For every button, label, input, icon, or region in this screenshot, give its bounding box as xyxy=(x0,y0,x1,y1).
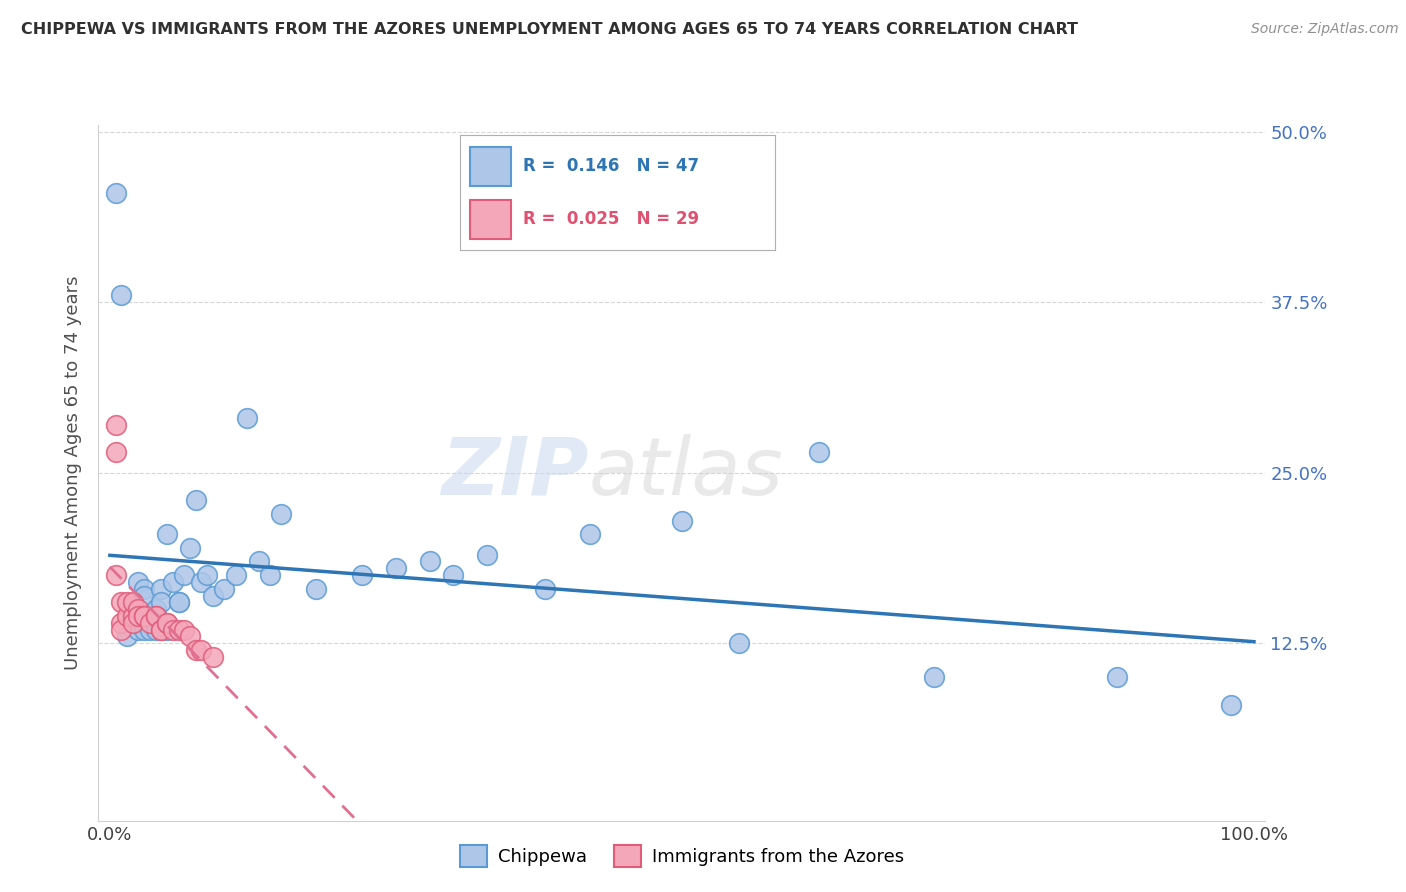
Point xyxy=(167,595,190,609)
Point xyxy=(728,636,751,650)
Point xyxy=(184,493,207,508)
Legend: Chippewa, Immigrants from the Azores: Chippewa, Immigrants from the Azores xyxy=(453,838,911,874)
Point xyxy=(134,623,156,637)
Point xyxy=(201,649,224,664)
Point xyxy=(195,568,218,582)
Point xyxy=(134,589,156,603)
Point xyxy=(150,582,173,596)
Point xyxy=(671,514,693,528)
Point xyxy=(150,623,173,637)
Point xyxy=(127,574,149,589)
Point xyxy=(115,595,138,609)
Point xyxy=(162,623,184,637)
Point xyxy=(139,609,162,624)
Point xyxy=(127,602,149,616)
Point xyxy=(134,609,156,624)
Point xyxy=(385,561,408,575)
Point xyxy=(270,507,292,521)
Point xyxy=(305,582,328,596)
Point xyxy=(162,574,184,589)
Point xyxy=(110,595,132,609)
Point xyxy=(150,623,173,637)
Point xyxy=(104,568,127,582)
Point xyxy=(134,609,156,624)
Point xyxy=(145,602,167,616)
Point xyxy=(121,609,143,624)
Point xyxy=(156,527,179,541)
Point xyxy=(441,568,464,582)
Point xyxy=(156,615,179,630)
Y-axis label: Unemployment Among Ages 65 to 74 years: Unemployment Among Ages 65 to 74 years xyxy=(65,276,83,670)
Point xyxy=(350,568,373,582)
Point xyxy=(808,445,831,459)
Point xyxy=(127,623,149,637)
Point xyxy=(121,615,143,630)
Point xyxy=(1105,670,1128,684)
Point xyxy=(139,615,162,630)
Point xyxy=(145,609,167,624)
Point xyxy=(214,582,236,596)
Point xyxy=(156,615,179,630)
Point xyxy=(533,582,555,596)
Point xyxy=(173,623,195,637)
Point xyxy=(121,609,143,624)
Point xyxy=(190,574,212,589)
Point xyxy=(225,568,247,582)
Point xyxy=(145,623,167,637)
Point xyxy=(127,609,149,624)
Point xyxy=(104,417,127,432)
Point xyxy=(179,630,201,644)
Point xyxy=(179,541,201,555)
Text: ZIP: ZIP xyxy=(441,434,589,512)
Point xyxy=(110,615,132,630)
Point xyxy=(419,554,441,568)
Text: CHIPPEWA VS IMMIGRANTS FROM THE AZORES UNEMPLOYMENT AMONG AGES 65 TO 74 YEARS CO: CHIPPEWA VS IMMIGRANTS FROM THE AZORES U… xyxy=(21,22,1078,37)
Point xyxy=(115,630,138,644)
Point xyxy=(1220,698,1243,712)
Point xyxy=(236,411,259,425)
Point xyxy=(110,288,132,302)
Point xyxy=(184,643,207,657)
Point xyxy=(156,623,179,637)
Point xyxy=(104,445,127,459)
Point xyxy=(173,568,195,582)
Point xyxy=(110,623,132,637)
Point xyxy=(139,623,162,637)
Point xyxy=(167,623,190,637)
Point xyxy=(150,595,173,609)
Point xyxy=(121,595,143,609)
Point xyxy=(922,670,945,684)
Point xyxy=(201,589,224,603)
Text: atlas: atlas xyxy=(589,434,783,512)
Point xyxy=(477,548,499,562)
Point xyxy=(145,609,167,624)
Point xyxy=(134,582,156,596)
Point xyxy=(104,186,127,200)
Point xyxy=(167,595,190,609)
Point xyxy=(579,527,602,541)
Point xyxy=(259,568,281,582)
Point xyxy=(115,609,138,624)
Point xyxy=(190,643,212,657)
Point xyxy=(247,554,270,568)
Point xyxy=(121,609,143,624)
Text: Source: ZipAtlas.com: Source: ZipAtlas.com xyxy=(1251,22,1399,37)
